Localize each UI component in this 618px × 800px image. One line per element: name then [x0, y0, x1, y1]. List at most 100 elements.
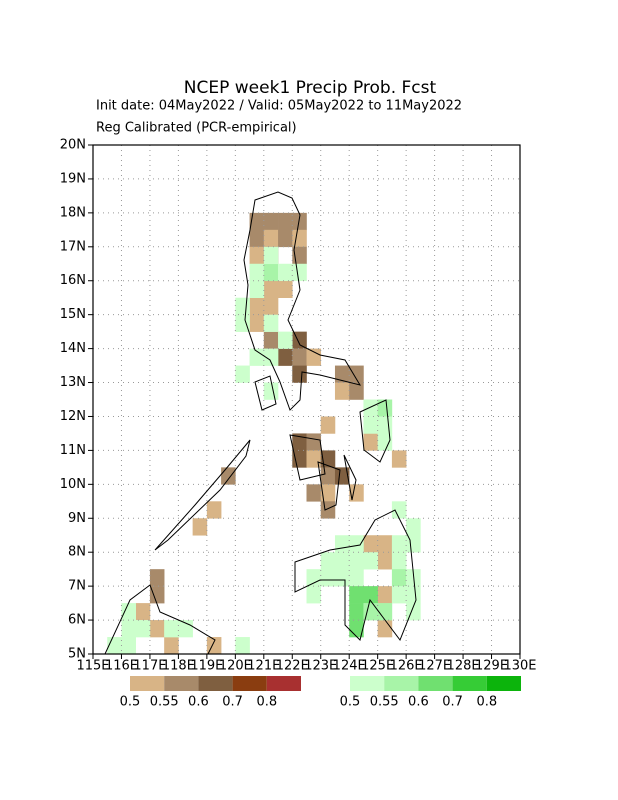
prob-cell: [391, 450, 407, 468]
prob-cell: [292, 263, 307, 282]
prob-cell: [363, 416, 378, 434]
prob-cell: [135, 603, 151, 621]
prob-cell: [278, 229, 293, 248]
legend-label: 0.55: [150, 695, 179, 710]
prob-cell: [363, 552, 378, 570]
prob-cell: [320, 501, 336, 519]
legend-swatch: [350, 676, 385, 691]
prob-cell: [263, 314, 279, 332]
prob-cell: [349, 586, 364, 604]
legend-label: 0.6: [188, 695, 209, 710]
legend-swatch: [198, 676, 233, 691]
legend-swatch: [486, 676, 521, 691]
prob-cell: [406, 518, 421, 536]
x-tick-label: 125E: [361, 659, 394, 674]
prob-cell: [249, 348, 265, 366]
prob-cell: [391, 586, 407, 604]
prob-cell: [263, 229, 279, 248]
x-tick-label: 122E: [276, 659, 309, 674]
prob-cell: [334, 365, 350, 383]
prob-cell: [121, 637, 136, 655]
legend-swatch: [130, 676, 165, 691]
x-tick-label: 123E: [304, 659, 337, 674]
prob-cell: [249, 280, 265, 298]
prob-cell: [391, 569, 407, 587]
palawan: [154, 439, 251, 551]
prob-cell: [263, 382, 279, 400]
x-tick-label: 130E: [503, 659, 536, 674]
prob-cell: [235, 314, 250, 332]
x-tick-label: 124E: [333, 659, 366, 674]
x-tick-label: 117E: [133, 659, 166, 674]
borneo: [104, 584, 216, 655]
prob-cell: [377, 416, 393, 434]
prob-cell: [320, 484, 336, 502]
prob-cell: [406, 586, 421, 604]
prob-cell: [363, 603, 378, 621]
prob-cell: [349, 603, 364, 621]
prob-cell: [363, 399, 378, 417]
samar-leyte: [359, 399, 391, 463]
legend-swatch: [384, 676, 419, 691]
x-tick-label: 120E: [219, 659, 252, 674]
y-tick-label: 10N: [60, 477, 86, 492]
prob-cell: [377, 603, 393, 621]
prob-cell: [149, 620, 165, 638]
prob-cell: [334, 535, 350, 553]
prob-cell: [377, 535, 393, 553]
prob-cell: [334, 382, 350, 400]
prob-cell: [263, 280, 279, 298]
x-tick-label: 118E: [162, 659, 195, 674]
y-tick-label: 17N: [60, 239, 86, 254]
title: NCEP week1 Precip Prob. Fcst: [184, 78, 437, 98]
panay: [289, 434, 326, 481]
legend-label: 0.8: [256, 695, 277, 710]
note: Reg Calibrated (PCR-empirical): [96, 121, 297, 136]
prob-cell: [206, 501, 222, 519]
prob-cell: [135, 620, 151, 638]
prob-cell: [334, 569, 350, 587]
coastline: [104, 191, 417, 655]
y-tick-label: 9N: [68, 511, 86, 526]
prob-cell: [306, 586, 322, 604]
prob-cell: [391, 552, 407, 570]
x-tick-label: 116E: [105, 659, 138, 674]
x-tick-label: 115E: [76, 659, 109, 674]
prob-cell: [363, 586, 378, 604]
prob-cell: [235, 365, 250, 383]
prob-cell: [149, 586, 165, 604]
prob-cell: [263, 348, 279, 366]
prob-cell: [292, 348, 307, 366]
prob-cell: [349, 569, 364, 587]
prob-cell: [334, 552, 350, 570]
y-tick-label: 18N: [60, 205, 86, 220]
prob-cell: [278, 348, 293, 366]
prob-cell: [377, 586, 393, 604]
prob-cell: [377, 552, 393, 570]
prob-cell: [249, 297, 265, 315]
legend-label: 0.7: [442, 695, 463, 710]
prob-cell: [349, 382, 364, 400]
prob-cell: [306, 569, 322, 587]
prob-cell: [349, 552, 364, 570]
prob-cell: [107, 637, 122, 655]
prob-cell: [149, 569, 165, 587]
legend-label: 0.55: [370, 695, 399, 710]
prob-cell: [292, 212, 307, 231]
y-tick-label: 13N: [60, 375, 86, 390]
plot-frame: [92, 144, 521, 655]
prob-cell: [164, 620, 179, 638]
prob-cell: [249, 229, 265, 248]
prob-cell: [306, 433, 322, 451]
prob-cell: [292, 229, 307, 248]
y-tick-label: 19N: [60, 171, 86, 186]
prob-cell: [320, 467, 336, 485]
prob-cell: [278, 263, 293, 282]
prob-cell: [349, 365, 364, 383]
prob-cell: [320, 552, 336, 570]
prob-cell: [377, 433, 393, 451]
x-tick-label: 129E: [475, 659, 508, 674]
legend-swatch: [452, 676, 487, 691]
prob-cell: [249, 246, 265, 265]
prob-cell: [391, 535, 407, 553]
